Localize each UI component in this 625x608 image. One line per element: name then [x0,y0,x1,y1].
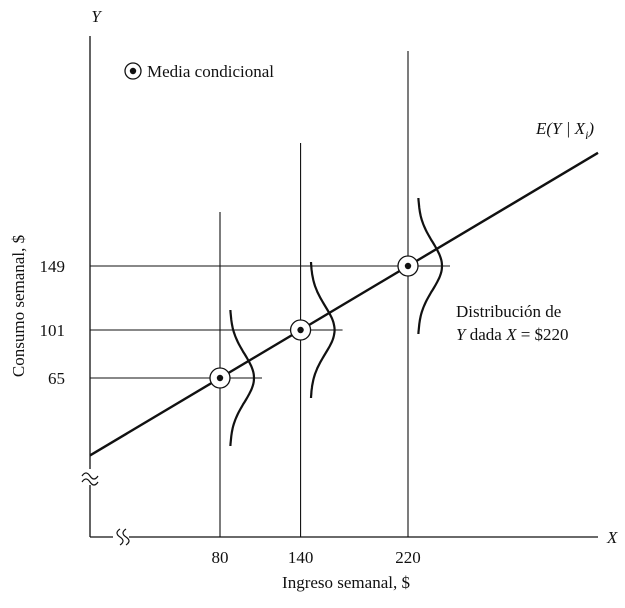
distribution-curve-220 [417,197,444,335]
distribution-curve-80 [229,309,256,447]
x-tick-label-140: 140 [288,548,314,567]
regression-label-subscript: i [585,128,588,142]
annotation-x-letter: X [505,325,517,344]
y-tick-label-101: 101 [40,321,66,340]
y-tick-label-149: 149 [40,257,66,276]
mean-dot-80 [216,374,224,382]
x-axis-letter: X [606,528,618,547]
regression-label: E(Y | Xi) [535,119,594,142]
annotation-y-letter: Y [456,325,467,344]
y-axis-title: Consumo semanal, $ [9,235,28,377]
x-tick-label-220: 220 [395,548,421,567]
regression-label-suffix: ) [587,119,594,138]
y-axis-break-icon [80,469,100,486]
regression-label-prefix: E(Y | X [535,119,586,138]
x-tick-label-80: 80 [212,548,229,567]
annotation-line-1: Distribución de [456,302,561,321]
legend-marker-dot [129,67,137,75]
x-axis-title: Ingreso semanal, $ [282,573,410,592]
annotation-rest: = $220 [516,325,568,344]
y-tick-label-65: 65 [48,369,65,388]
x-axis-break-icon [113,527,130,547]
annotation-mid: dada [465,325,506,344]
mean-dot-220 [404,262,412,270]
mean-dot-140 [297,326,304,334]
regression-line [89,151,599,457]
distribution-curve-140 [309,261,336,399]
annotation-line-2: Y dada X = $220 [456,325,569,344]
y-axis-letter: Y [91,7,102,26]
legend: Media condicional [124,62,274,81]
legend-label: Media condicional [147,62,274,81]
